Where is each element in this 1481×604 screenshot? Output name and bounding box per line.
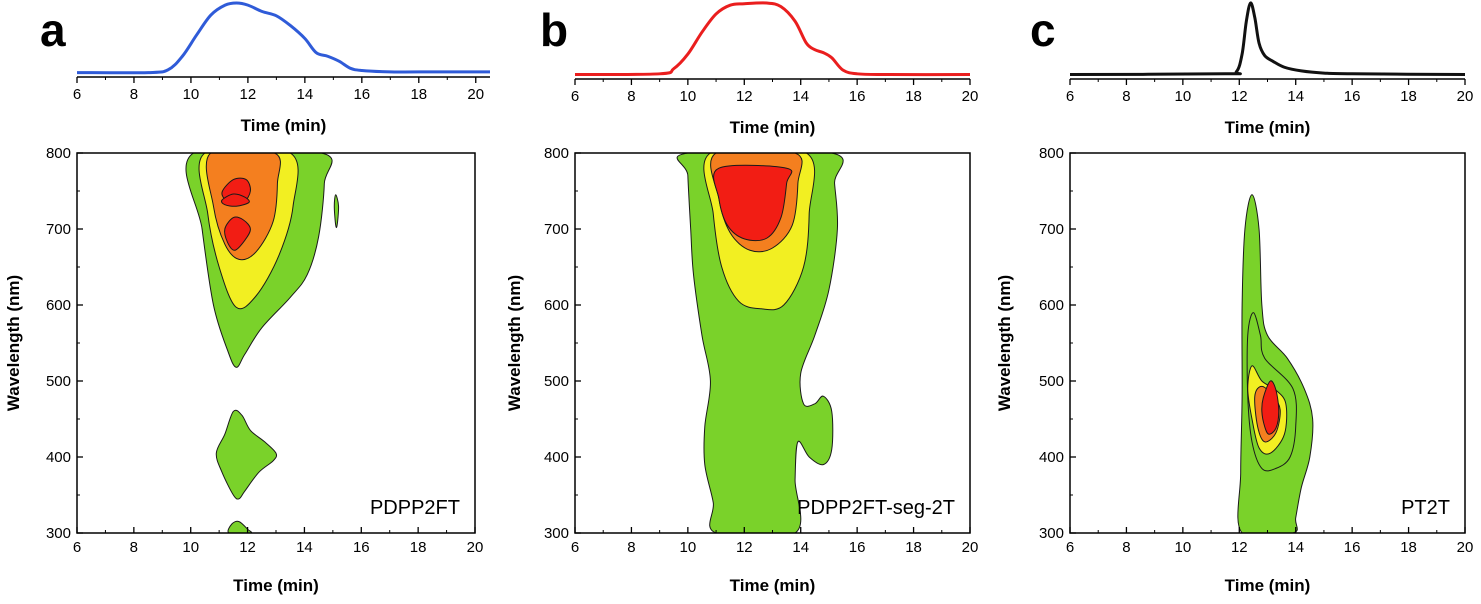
map-y-tick-label-a: 500 bbox=[46, 373, 71, 390]
map-x-tick-label-a: 20 bbox=[467, 539, 484, 556]
map-x-tick-label-a: 10 bbox=[182, 539, 199, 556]
trace-x-axis-title-a: Time (min) bbox=[241, 116, 327, 135]
map-x-axis-title-a: Time (min) bbox=[233, 576, 319, 595]
map-y-tick-label-b: 300 bbox=[544, 525, 569, 542]
map-x-tick-label-a: 14 bbox=[296, 539, 313, 556]
trace-x-tick-label-a: 18 bbox=[410, 86, 427, 103]
trace-x-tick-label-a: 16 bbox=[353, 86, 370, 103]
elugram-trace-c bbox=[1069, 1, 1466, 77]
trace-x-tick-label-b: 16 bbox=[849, 88, 866, 105]
map-y-tick-label-c: 700 bbox=[1039, 221, 1064, 238]
map-x-tick-label-a: 18 bbox=[410, 539, 427, 556]
map-x-tick-label-c: 16 bbox=[1344, 539, 1361, 556]
contour-level-0-a bbox=[333, 194, 340, 229]
map-y-tick-label-b: 600 bbox=[544, 297, 569, 314]
map-x-tick-label-c: 14 bbox=[1287, 539, 1304, 556]
trace-x-tick-label-b: 8 bbox=[627, 88, 635, 105]
trace-x-axis-title-c: Time (min) bbox=[1225, 118, 1311, 137]
trace-x-tick-label-a: 8 bbox=[130, 86, 138, 103]
trace-x-tick-label-c: 10 bbox=[1175, 88, 1192, 105]
panel-letter-c: c bbox=[1030, 4, 1056, 56]
map-x-tick-label-b: 8 bbox=[627, 539, 635, 556]
map-y-tick-label-c: 800 bbox=[1039, 145, 1064, 162]
sample-label-c: PT2T bbox=[1401, 497, 1450, 519]
map-y-tick-label-c: 300 bbox=[1039, 525, 1064, 542]
map-x-tick-label-b: 10 bbox=[680, 539, 697, 556]
sample-label-a: PDPP2FT bbox=[370, 497, 460, 519]
elugram-trace-b bbox=[574, 1, 971, 77]
map-x-axis-title-b: Time (min) bbox=[730, 576, 816, 595]
map-y-tick-label-a: 800 bbox=[46, 145, 71, 162]
trace-x-tick-label-b: 10 bbox=[680, 88, 697, 105]
map-y-tick-label-b: 700 bbox=[544, 221, 569, 238]
map-x-tick-label-b: 18 bbox=[905, 539, 922, 556]
map-x-tick-label-c: 20 bbox=[1457, 539, 1474, 556]
map-x-tick-label-b: 20 bbox=[962, 539, 979, 556]
trace-x-tick-label-b: 6 bbox=[571, 88, 579, 105]
contour-level-0-a bbox=[227, 520, 253, 533]
contour-level-3-b bbox=[713, 164, 793, 242]
trace-x-tick-label-c: 12 bbox=[1231, 88, 1248, 105]
trace-x-tick-label-a: 6 bbox=[73, 86, 81, 103]
trace-x-tick-label-c: 6 bbox=[1066, 88, 1074, 105]
contour-group-b bbox=[676, 153, 844, 533]
contour-group-c bbox=[1237, 194, 1314, 533]
panel-c: c 6 8 10 12 14 16 18 20 Time (min) 300 400 500 600 70… bbox=[995, 1, 1474, 595]
trace-x-tick-label-a: 12 bbox=[240, 86, 257, 103]
map-x-tick-label-c: 10 bbox=[1175, 539, 1192, 556]
trace-x-axis-title-b: Time (min) bbox=[730, 118, 816, 137]
trace-x-tick-label-a: 14 bbox=[297, 86, 314, 103]
map-x-tick-label-a: 12 bbox=[239, 539, 256, 556]
panel-b: b 6 8 10 12 14 16 18 20 Time (min) 300 400 500 600 70… bbox=[505, 1, 979, 595]
sample-label-b: PDPP2FT-seg-2T bbox=[797, 497, 955, 519]
map-x-tick-label-b: 6 bbox=[571, 539, 579, 556]
panel-a: a 6 8 10 12 14 16 18 20 Time (min) 300 400 500 600 70… bbox=[4, 1, 490, 595]
map-x-tick-label-c: 8 bbox=[1122, 539, 1130, 556]
trace-x-tick-label-c: 14 bbox=[1287, 88, 1304, 105]
map-y-tick-label-b: 500 bbox=[544, 373, 569, 390]
map-y-tick-label-a: 400 bbox=[46, 449, 71, 466]
contour-level-3-a bbox=[221, 193, 250, 207]
map-x-tick-label-c: 12 bbox=[1231, 539, 1248, 556]
map-y-tick-label-a: 600 bbox=[46, 297, 71, 314]
map-x-tick-label-a: 16 bbox=[353, 539, 370, 556]
panel-letter-b: b bbox=[540, 4, 568, 56]
trace-x-tick-label-b: 18 bbox=[905, 88, 922, 105]
map-y-tick-label-a: 700 bbox=[46, 221, 71, 238]
trace-x-tick-label-a: 10 bbox=[183, 86, 200, 103]
trace-x-tick-label-c: 18 bbox=[1400, 88, 1417, 105]
trace-x-tick-label-c: 16 bbox=[1344, 88, 1361, 105]
map-y-tick-label-c: 400 bbox=[1039, 449, 1064, 466]
contour-level-3-a bbox=[224, 216, 251, 251]
panel-letter-a: a bbox=[40, 4, 66, 56]
map-y-tick-label-b: 800 bbox=[544, 145, 569, 162]
map-x-tick-label-b: 14 bbox=[792, 539, 809, 556]
trace-x-tick-label-b: 12 bbox=[736, 88, 753, 105]
map-y-axis-title-b: Wavelength (nm) bbox=[505, 275, 524, 411]
contour-level-0-a bbox=[215, 409, 278, 500]
map-y-tick-label-c: 600 bbox=[1039, 297, 1064, 314]
map-x-tick-label-b: 12 bbox=[736, 539, 753, 556]
map-x-tick-label-a: 6 bbox=[73, 539, 81, 556]
map-y-tick-label-b: 400 bbox=[544, 449, 569, 466]
map-y-axis-title-c: Wavelength (nm) bbox=[995, 275, 1014, 411]
map-y-tick-label-a: 300 bbox=[46, 525, 71, 542]
map-x-tick-label-c: 18 bbox=[1400, 539, 1417, 556]
elugram-trace-a bbox=[76, 1, 490, 75]
map-x-tick-label-a: 8 bbox=[130, 539, 138, 556]
trace-x-tick-label-c: 20 bbox=[1457, 88, 1474, 105]
trace-x-tick-label-b: 14 bbox=[792, 88, 809, 105]
map-x-tick-label-b: 16 bbox=[849, 539, 866, 556]
trace-x-tick-label-b: 20 bbox=[962, 88, 979, 105]
trace-x-tick-label-a: 20 bbox=[467, 86, 484, 103]
map-x-axis-title-c: Time (min) bbox=[1225, 576, 1311, 595]
map-y-tick-label-c: 500 bbox=[1039, 373, 1064, 390]
contour-level-3-c bbox=[1261, 380, 1280, 435]
contour-group-a bbox=[185, 153, 340, 533]
map-y-axis-title-a: Wavelength (nm) bbox=[4, 275, 23, 411]
map-x-tick-label-c: 6 bbox=[1066, 539, 1074, 556]
trace-x-tick-label-c: 8 bbox=[1122, 88, 1130, 105]
